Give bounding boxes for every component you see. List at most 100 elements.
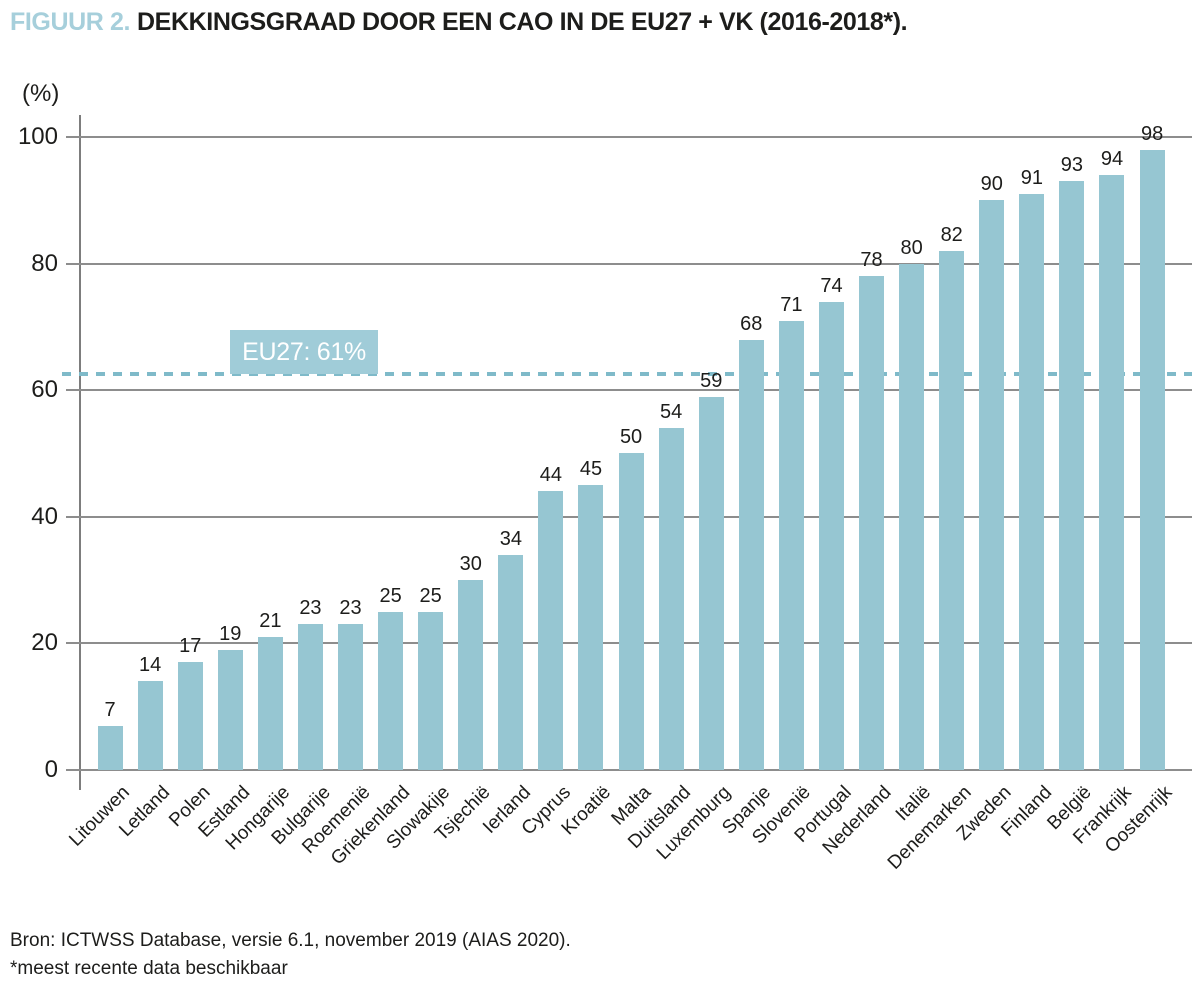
bar-frankrijk — [1099, 175, 1125, 770]
bar-column-estland: 19 Estland — [194, 137, 254, 842]
y-tick-label-80: 80 — [31, 249, 58, 277]
bar-column-portugal: 74 Portugal — [790, 137, 855, 847]
bar-column-nederland: 78 Nederland — [819, 137, 896, 859]
value-label-polen: 17 — [179, 635, 202, 657]
value-label-malta: 50 — [619, 426, 643, 448]
bar-estland — [217, 650, 243, 770]
bar-spanje — [738, 340, 764, 770]
value-label-belgië: 93 — [1060, 154, 1084, 176]
bar-column-roemenië: 23 Roemenië — [298, 137, 374, 858]
eu27-average-dashed-line — [62, 372, 1192, 377]
value-label-luxemburg: 59 — [700, 370, 723, 392]
bar-cyprus — [538, 491, 564, 770]
bar-column-duitsland: 54 Duitsland — [624, 137, 695, 853]
bar-column-oostenrijk: 98 Oostenrijk — [1101, 123, 1176, 857]
bar-denemarken — [939, 251, 965, 770]
y-tick-label-100: 100 — [17, 123, 58, 150]
figure-number: FIGUUR 2. — [10, 8, 131, 36]
value-label-slovenië: 71 — [780, 294, 803, 316]
value-label-tsjechië: 30 — [459, 553, 482, 575]
gridline-100 — [66, 136, 1192, 138]
bar-malta — [618, 453, 644, 770]
bar-italië — [899, 264, 925, 770]
bar-column-spanje: 68 Spanje — [718, 137, 775, 839]
eu27-average-annotation: EU27: 61% — [230, 330, 378, 374]
bar-column-litouwen: 7 Litouwen — [65, 137, 134, 851]
y-tick-label-0: 0 — [44, 756, 58, 783]
y-axis-tick-labels: 0 20 40 60 80 100 — [0, 123, 58, 783]
bar-column-luxemburg: 59 Luxemburg — [653, 137, 735, 864]
value-label-cyprus: 44 — [539, 464, 563, 486]
value-label-spanje: 68 — [740, 313, 763, 335]
value-label-portugal: 74 — [820, 275, 843, 297]
value-label-frankrijk: 94 — [1100, 148, 1124, 170]
bar-portugal — [818, 302, 844, 770]
bar-column-kroatië: 45 Kroatië — [557, 137, 614, 839]
bar-finland — [1019, 194, 1045, 770]
bars-container: 7 Litouwen 14 Letland 17 Polen 19 Estland 21 Hong… — [65, 123, 1192, 874]
value-label-ierland: 34 — [499, 528, 522, 550]
bar-column-polen: 17 Polen — [165, 137, 214, 831]
bar-column-cyprus: 44 Cyprus — [517, 137, 574, 839]
gridline-60 — [66, 389, 1192, 392]
bar-belgië — [1059, 181, 1085, 770]
value-label-duitsland: 54 — [660, 401, 683, 423]
value-label-letland: 14 — [139, 654, 162, 676]
y-tick-label-20: 20 — [31, 629, 58, 657]
bar-hongarije — [257, 637, 283, 770]
bar-column-slowakije: 25 Slowakije — [383, 137, 455, 854]
bar-column-zweden: 90 Zweden — [953, 137, 1016, 845]
bar-letland — [137, 681, 163, 770]
bar-column-finland: 91 Finland — [997, 137, 1056, 841]
bar-column-bulgarije: 23 Bulgarije — [267, 137, 334, 849]
bar-column-belgië: 93 België — [1044, 137, 1096, 834]
figure-title-text: DEKKINGSGRAAD DOOR EEN CAO IN DE EU27 + … — [137, 8, 908, 36]
bar-column-slovenië: 71 Slovenië — [749, 137, 815, 848]
bar-slowakije — [418, 612, 444, 770]
gridline-0 — [66, 769, 1192, 771]
value-label-slowakije: 25 — [419, 585, 442, 607]
bar-ierland — [498, 555, 524, 770]
bar-polen — [177, 662, 203, 770]
y-axis-line — [79, 115, 81, 790]
value-label-oostenrijk: 98 — [1140, 123, 1164, 145]
y-axis-unit-label: (%) — [22, 80, 60, 107]
bar-tsjechië — [458, 580, 484, 770]
bar-roemenië — [338, 624, 363, 770]
bar-column-italië: 80 Italië — [892, 137, 935, 825]
value-label-zweden: 90 — [980, 173, 1003, 195]
value-label-italië: 80 — [900, 237, 923, 259]
source-text: Bron: ICTWSS Database, versie 6.1, novem… — [10, 930, 571, 951]
value-label-griekenland: 25 — [379, 585, 402, 607]
value-label-litouwen: 7 — [104, 699, 116, 721]
bar-nederland — [859, 276, 885, 770]
value-label-hongarije: 21 — [259, 610, 282, 632]
bar-zweden — [979, 200, 1005, 770]
value-label-denemarken: 82 — [940, 224, 963, 246]
y-tick-label-60: 60 — [31, 376, 58, 404]
footnote: *meest recente data beschikbaar — [10, 958, 288, 979]
bar-duitsland — [658, 428, 684, 770]
value-label-nederland: 78 — [860, 249, 883, 271]
bar-column-frankrijk: 94 Frankrijk — [1069, 137, 1135, 848]
bar-oostenrijk — [1139, 150, 1165, 770]
value-label-bulgarije: 23 — [299, 597, 322, 619]
bar-column-ierland: 34 Ierland — [479, 137, 535, 838]
value-label-roemenië: 23 — [339, 597, 362, 619]
bar-kroatië — [578, 485, 604, 770]
bar-griekenland — [378, 612, 404, 770]
bar-luxemburg — [698, 397, 724, 770]
figure-title: FIGUUR 2. DEKKINGSGRAAD DOOR EEN CAO IN D… — [10, 8, 908, 37]
value-label-estland: 19 — [219, 623, 242, 645]
bar-column-hongarije: 21 Hongarije — [222, 137, 294, 854]
bar-column-malta: 50 Malta — [607, 137, 655, 830]
bar-column-denemarken: 82 Denemarken — [884, 137, 976, 874]
value-label-kroatië: 45 — [579, 458, 603, 480]
gridline-80 — [66, 262, 1192, 265]
bar-bulgarije — [297, 624, 323, 770]
y-tick-label-40: 40 — [31, 502, 58, 530]
bar-slovenië — [778, 321, 804, 770]
plot-area: EU27: 61% 7 Litouwen 14 Letland 17 Polen 19 Est… — [62, 115, 1192, 874]
value-label-finland: 91 — [1020, 167, 1043, 189]
bar-column-tsjechië: 30 Tsjechië — [431, 137, 494, 845]
